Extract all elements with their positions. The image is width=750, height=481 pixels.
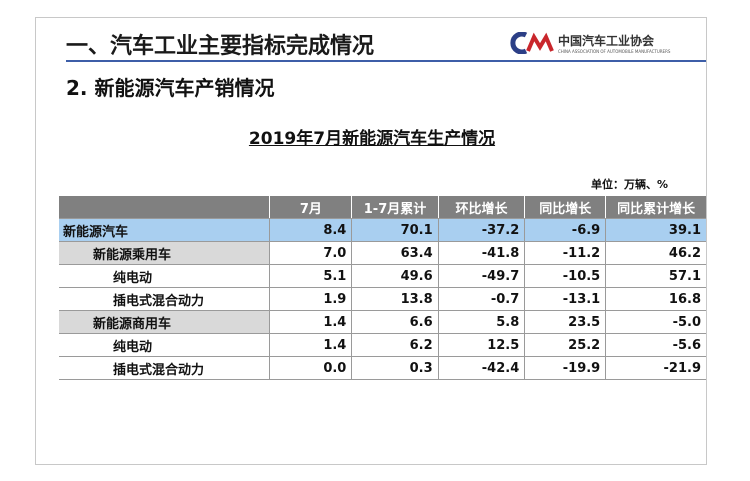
row-label: 新能源乘用车 [59, 241, 271, 265]
cell: 1.4 [269, 310, 353, 334]
cell: 12.5 [438, 333, 526, 357]
column-header: 同比增长 [524, 196, 607, 219]
cell: 63.4 [351, 241, 439, 265]
cell: 0.0 [269, 356, 353, 380]
cell: 8.4 [269, 218, 353, 242]
cell: 7.0 [269, 241, 353, 265]
cell: 49.6 [351, 264, 439, 288]
row-label: 插电式混合动力 [59, 287, 271, 311]
table-row: 新能源汽车 8.4 70.1 -37.2 -6.9 39.1 [59, 218, 706, 242]
header-title: 一、汽车工业主要指标完成情况 [66, 34, 375, 59]
cell: -37.2 [438, 218, 526, 242]
row-label: 纯电动 [59, 333, 271, 357]
cell: 46.2 [605, 241, 706, 265]
cell: -10.5 [524, 264, 607, 288]
column-header [59, 196, 271, 219]
cell: 70.1 [351, 218, 439, 242]
column-header: 环比增长 [438, 196, 526, 219]
cell: 6.6 [351, 310, 439, 334]
cell: -5.0 [605, 310, 706, 334]
cell: 13.8 [351, 287, 439, 311]
table-row: 纯电动 1.4 6.2 12.5 25.2 -5.6 [59, 333, 706, 357]
row-label: 纯电动 [59, 264, 271, 288]
column-header: 1-7月累计 [351, 196, 439, 219]
cell: 6.2 [351, 333, 439, 357]
logo-text: 中国汽车工业协会 [558, 34, 655, 48]
table-row: 新能源商用车 1.4 6.6 5.8 23.5 -5.0 [59, 310, 706, 334]
logo-subtext: CHINA ASSOCIATION OF AUTOMOBILE MANUFACT… [558, 49, 671, 54]
table-row: 插电式混合动力 1.9 13.8 -0.7 -13.1 16.8 [59, 287, 706, 311]
row-label: 插电式混合动力 [59, 356, 271, 380]
table-row: 纯电动 5.1 49.6 -49.7 -10.5 57.1 [59, 264, 706, 288]
cell: 0.3 [351, 356, 439, 380]
table-row: 插电式混合动力 0.0 0.3 -42.4 -19.9 -21.9 [59, 356, 706, 380]
cell: -21.9 [605, 356, 706, 380]
cell: 5.1 [269, 264, 353, 288]
cell: 57.1 [605, 264, 706, 288]
row-label: 新能源汽车 [59, 218, 271, 242]
cell: -49.7 [438, 264, 526, 288]
slide: 一、汽车工业主要指标完成情况 中国汽车工业协会 CHINA ASSOCIATIO… [35, 17, 707, 465]
cell: -5.6 [605, 333, 706, 357]
logo-mark [510, 32, 554, 54]
cell: 16.8 [605, 287, 706, 311]
table-title: 2019年7月新能源汽车生产情况 [248, 129, 496, 149]
cell: -0.7 [438, 287, 526, 311]
column-header: 7月 [269, 196, 353, 219]
cell: -13.1 [524, 287, 607, 311]
cell: -41.8 [438, 241, 526, 265]
cell: 5.8 [438, 310, 526, 334]
header-row: 7月 1-7月累计 环比增长 同比增长 同比累计增长 [59, 196, 706, 219]
subtitle: 2. 新能源汽车产销情况 [66, 76, 275, 100]
cell: 39.1 [605, 218, 706, 242]
row-label: 新能源商用车 [59, 310, 271, 334]
table-row: 新能源乘用车 7.0 63.4 -41.8 -11.2 46.2 [59, 241, 706, 265]
header-rule [66, 60, 706, 62]
cell: -11.2 [524, 241, 607, 265]
column-header: 同比累计增长 [605, 196, 706, 219]
cell: 1.4 [269, 333, 353, 357]
cell: -42.4 [438, 356, 526, 380]
unit-note: 单位：万辆、% [590, 178, 668, 191]
cell: -6.9 [524, 218, 607, 242]
data-table: 7月 1-7月累计 环比增长 同比增长 同比累计增长 新能源汽车 8.4 70.1 -37.2-… [59, 196, 706, 380]
cell: 1.9 [269, 287, 353, 311]
cell: 25.2 [524, 333, 607, 357]
cell: 23.5 [524, 310, 607, 334]
cell: -19.9 [524, 356, 607, 380]
